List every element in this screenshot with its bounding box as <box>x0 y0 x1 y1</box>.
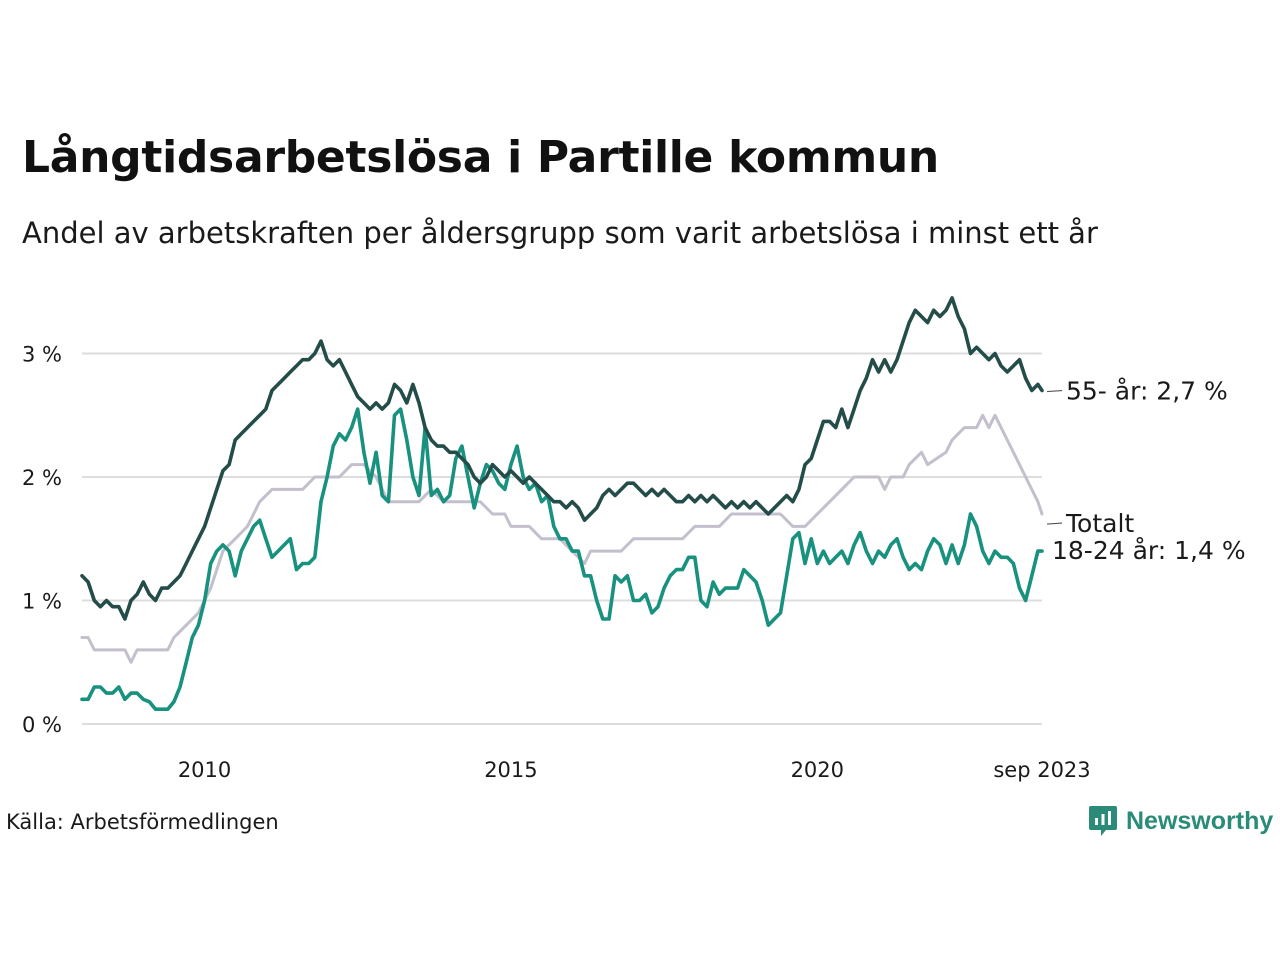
y-tick-label: 3 % <box>22 343 62 367</box>
brand-logo[interactable]: Newsworthy <box>1088 804 1273 838</box>
end-label-total: Totalt <box>1065 509 1134 538</box>
series-line-young <box>80 407 1044 711</box>
series-line-total <box>80 413 1044 664</box>
x-tick-label: sep 2023 <box>993 758 1090 782</box>
y-axis-ticks: 0 % 1 % 2 % 3 % <box>22 343 62 738</box>
source-note: Källa: Arbetsförmedlingen <box>6 810 279 834</box>
brand-name: Newsworthy <box>1126 806 1274 835</box>
y-tick-label: 0 % <box>22 713 62 737</box>
newsworthy-logo-icon <box>1089 806 1117 836</box>
chart-title: Långtidsarbetslösa i Partille kommun <box>22 132 939 183</box>
x-axis-ticks: 2010 2015 2020 sep 2023 <box>178 758 1091 782</box>
x-tick-label: 2010 <box>178 758 231 782</box>
end-label-leader <box>1046 522 1063 525</box>
x-tick-label: 2015 <box>484 758 537 782</box>
end-label-older: 55- år: 2,7 % <box>1066 377 1228 406</box>
end-label-leader <box>1046 389 1063 393</box>
y-tick-label: 2 % <box>22 466 62 490</box>
end-label-young: 18-24 år: 1,4 % <box>1052 536 1246 565</box>
series-lines <box>80 296 1044 711</box>
chart-subtitle: Andel av arbetskraften per åldersgrupp s… <box>22 216 1098 250</box>
series-line-older <box>80 296 1044 621</box>
x-tick-label: 2020 <box>791 758 844 782</box>
gridlines <box>82 352 1042 725</box>
y-tick-label: 1 % <box>22 590 62 614</box>
